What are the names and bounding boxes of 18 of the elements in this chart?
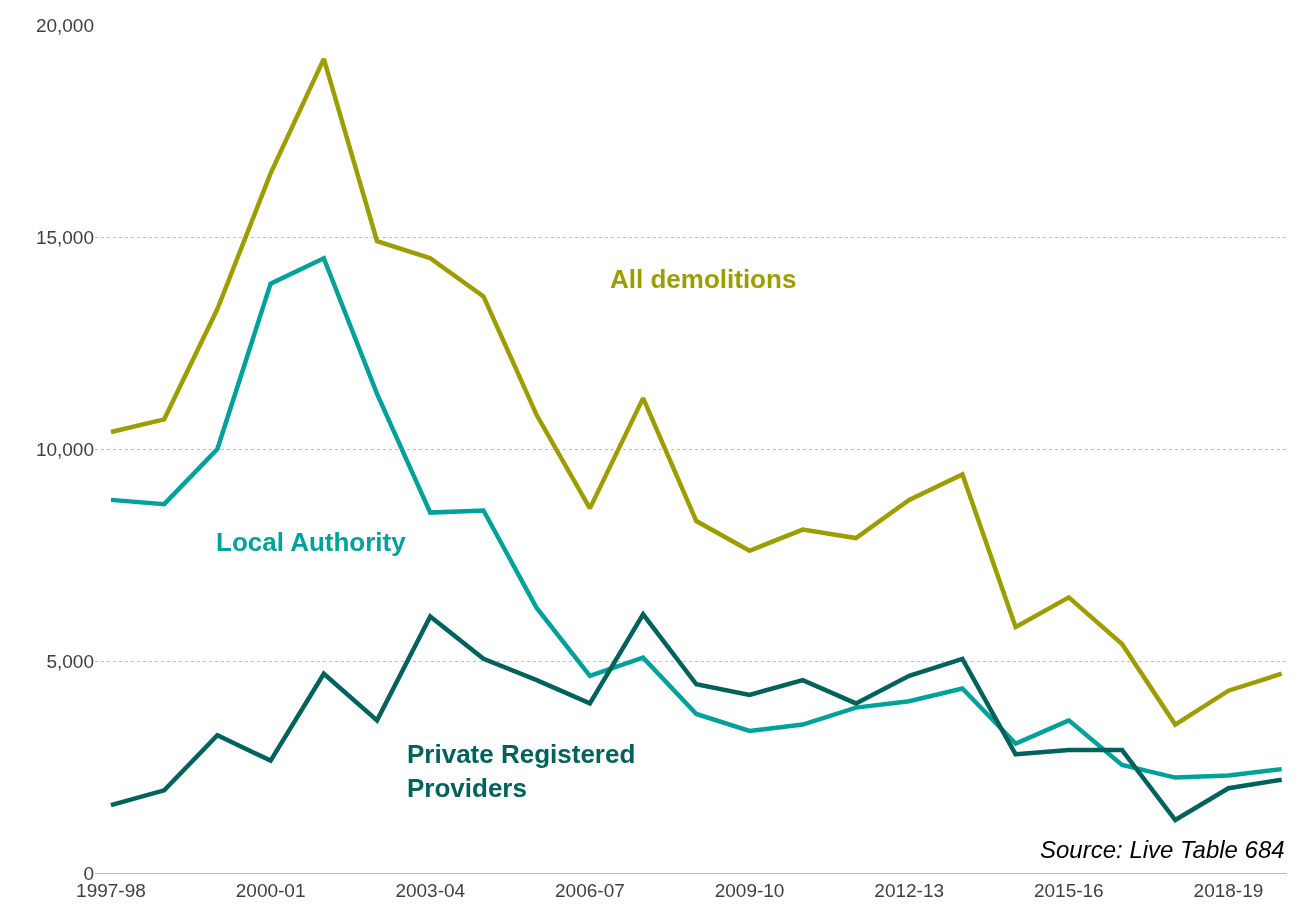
text: All demolitions <box>610 264 797 294</box>
y-tick-label: 15,000 <box>35 226 94 248</box>
x-tick-label: 2012-13 <box>874 879 945 901</box>
line-series <box>108 612 1284 823</box>
annotation: Source: Live Table 684 <box>1040 836 1285 863</box>
x-tick-label: 2006-07 <box>555 879 625 901</box>
series-label: Private Registered Providers <box>407 739 636 803</box>
x-tick-label: 2018-19 <box>1193 879 1264 901</box>
y-tick-label: 20,000 <box>35 14 94 36</box>
x-tick-label: 2000-01 <box>235 879 306 901</box>
y-tick-label: 10,000 <box>35 438 94 460</box>
x-tick-label: 2003-04 <box>395 879 466 901</box>
x-tick-label: 2009-10 <box>714 879 785 901</box>
series-label: Local Authority <box>216 527 407 557</box>
x-tick-label: 2015-16 <box>1033 879 1104 901</box>
line-series <box>108 56 1284 727</box>
line-series <box>108 255 1284 780</box>
y-tick-label: 5,000 <box>46 650 94 672</box>
